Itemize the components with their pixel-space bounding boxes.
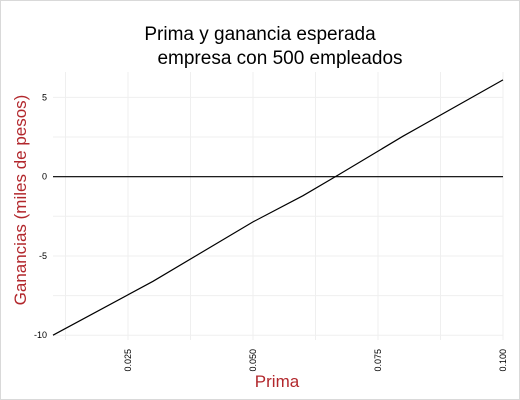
chart-title-line-1: Prima y ganancia esperada — [144, 24, 376, 45]
x-axis-title: Prima — [255, 372, 300, 391]
y-tick-label: -10 — [34, 330, 47, 340]
x-tick-label: 0.050 — [248, 349, 258, 372]
x-tick-label: 0.075 — [373, 349, 383, 372]
x-tick-label: 0.025 — [123, 349, 133, 372]
series-layer — [53, 80, 503, 335]
y-tick-label: 0 — [42, 172, 47, 182]
x-tick-label: 0.100 — [498, 349, 508, 372]
y-axis-title: Ganancias (miles de pesos) — [11, 95, 30, 306]
tick-labels: -10 -5 0 5 0.025 0.050 0.075 0.100 — [34, 92, 508, 371]
chart-title-line-2: empresa con 500 empleados — [157, 48, 402, 69]
series-line-1 — [53, 80, 503, 335]
y-tick-label: -5 — [39, 251, 47, 261]
y-tick-label: 5 — [42, 92, 47, 102]
grid — [53, 72, 503, 340]
